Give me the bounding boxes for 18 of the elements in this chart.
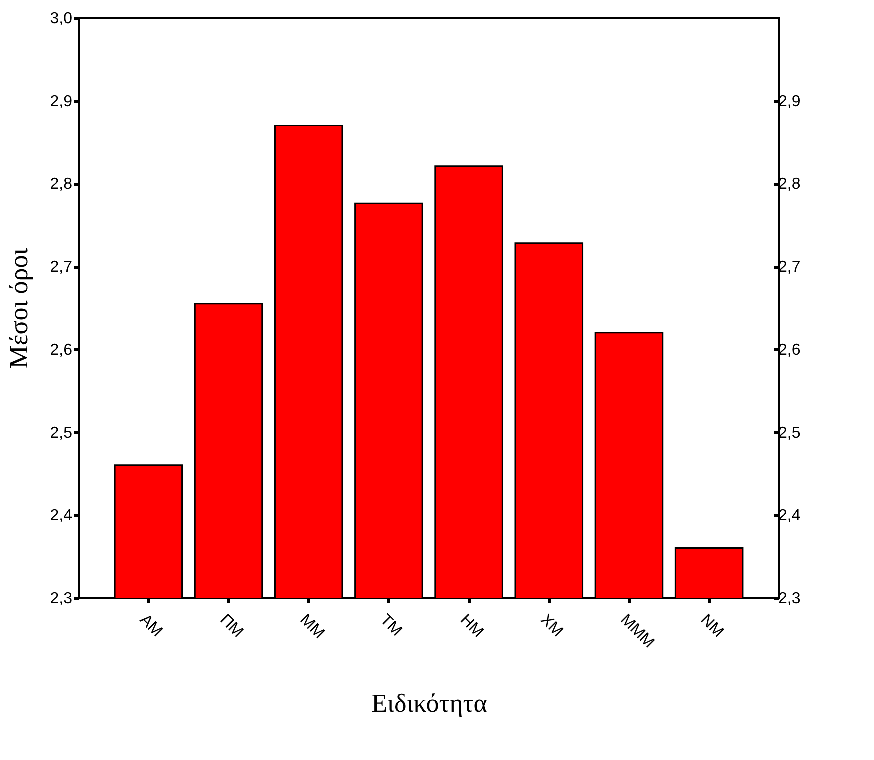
x-tick-label: ΤΜ — [376, 612, 406, 640]
y-tick-label: 2,8 — [50, 176, 73, 194]
x-tick-label: ΠΜ — [216, 612, 246, 642]
y-axis-title: Μέσοι όροι — [4, 248, 34, 369]
x-tick-label: ΜΜ — [296, 612, 328, 642]
x-tick-label: ΑΜ — [136, 612, 166, 640]
y-tick-label: 2,6 — [50, 342, 73, 359]
x-tick-label: ΗΜ — [457, 612, 487, 642]
y-tick-label: 2,3 — [50, 590, 73, 608]
y2-tick-label: 2,3 — [778, 590, 801, 608]
x-axis-title: Ειδικότητα — [372, 689, 488, 718]
y-tick-label: 2,5 — [50, 424, 73, 442]
y-tick-label: 2,4 — [50, 508, 73, 525]
y-tick-label: 2,9 — [50, 93, 73, 110]
y-tick-label: 3,0 — [50, 10, 73, 28]
x-tick-label: ΧΜ — [537, 612, 566, 640]
y-tick-label: 2,7 — [50, 259, 73, 276]
x-tick-label: ΝΜ — [697, 612, 727, 642]
